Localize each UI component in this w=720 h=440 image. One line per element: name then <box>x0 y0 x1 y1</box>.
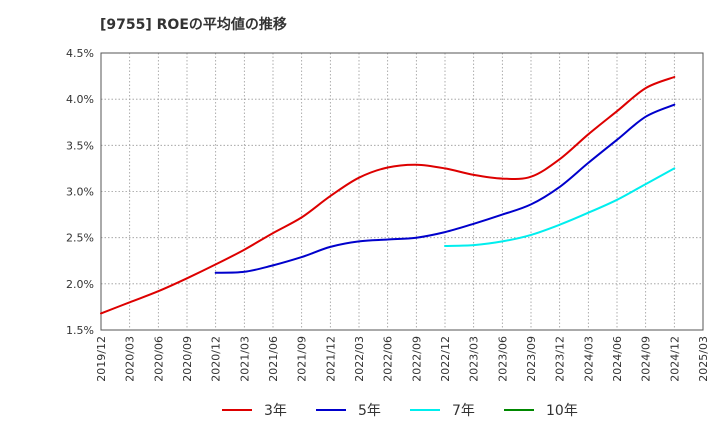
x-tick-label: 2020/12 <box>210 336 223 382</box>
x-tick-label: 2021/03 <box>238 336 251 382</box>
legend-label-4: 10年 <box>546 403 578 419</box>
x-tick-label: 2020/06 <box>152 336 165 382</box>
legend-label-1: 3年 <box>264 403 287 419</box>
series-line-2 <box>214 103 676 274</box>
x-tick-label: 2020/03 <box>124 336 137 382</box>
x-tick-label: 2023/12 <box>554 336 567 382</box>
x-tick-label: 2021/06 <box>267 336 280 382</box>
x-tick-label: 2021/12 <box>324 336 337 382</box>
series-line-3 <box>444 167 676 247</box>
x-tick-label: 2023/03 <box>468 336 481 382</box>
x-tick-label: 2024/06 <box>611 336 624 382</box>
y-tick-label: 4.0% <box>66 93 94 106</box>
plot-frame <box>100 52 704 331</box>
x-tick-label: 2021/09 <box>296 336 309 382</box>
y-tick-label: 4.5% <box>66 47 94 60</box>
y-tick-label: 2.5% <box>66 232 94 245</box>
x-tick-label: 2024/09 <box>640 336 653 382</box>
legend-label-3: 7年 <box>452 403 475 419</box>
y-tick-label: 1.5% <box>66 324 94 337</box>
x-tick-label: 2019/12 <box>95 336 108 382</box>
x-tick-label: 2020/09 <box>181 336 194 382</box>
x-tick-label: 2025/03 <box>697 336 710 382</box>
y-tick-label: 2.0% <box>66 278 94 291</box>
x-tick-label: 2024/03 <box>582 336 595 382</box>
x-tick-label: 2023/06 <box>496 336 509 382</box>
x-tick-label: 2022/12 <box>439 336 452 382</box>
x-tick-label: 2022/03 <box>353 336 366 382</box>
x-tick-label: 2022/06 <box>382 336 395 382</box>
y-tick-label: 3.5% <box>66 139 94 152</box>
series-line-1 <box>100 76 676 315</box>
legend-label-2: 5年 <box>358 403 381 419</box>
chart-title: [9755] ROEの平均値の推移 <box>100 17 287 33</box>
y-tick-label: 3.0% <box>66 186 94 199</box>
x-tick-label: 2023/09 <box>525 336 538 382</box>
x-tick-label: 2024/12 <box>668 336 681 382</box>
x-tick-label: 2022/09 <box>410 336 423 382</box>
